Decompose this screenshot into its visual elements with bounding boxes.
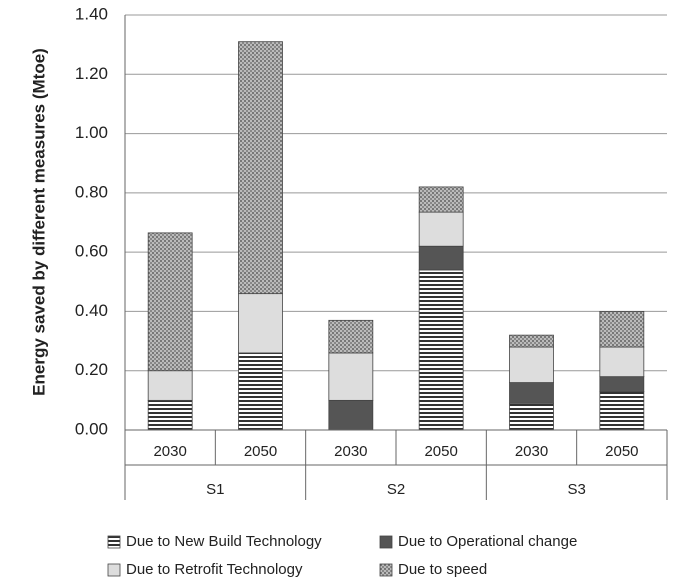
bar-segment: [147, 370, 193, 401]
y-tick-label: 1.20: [75, 64, 108, 83]
bar-segment: [328, 352, 374, 401]
group-label: S1: [206, 481, 224, 498]
bar-segment: [418, 269, 464, 431]
bar-segment: [238, 41, 283, 295]
bar-segment: [147, 232, 193, 372]
y-tick-label: 1.40: [75, 4, 108, 23]
legend-label: Due to Operational change: [398, 533, 577, 550]
y-tick-label: 1.00: [75, 123, 108, 142]
legend-swatch: [379, 535, 393, 549]
bar-segment: [599, 391, 645, 431]
y-axis-title: Energy saved by different measures (Mtoe…: [29, 48, 48, 396]
legend-swatch: [379, 563, 393, 577]
legend-label: Due to Retrofit Technology: [126, 561, 303, 578]
x-tick-label: 2030: [334, 443, 367, 460]
bar-segment: [238, 352, 283, 431]
bar-segment: [238, 293, 283, 354]
bar-segment: [418, 211, 464, 247]
x-tick-label: 2050: [424, 443, 457, 460]
y-tick-label: 0.00: [75, 419, 108, 438]
x-tick-label: 2050: [244, 443, 277, 460]
bar-segment: [509, 382, 554, 404]
group-label: S2: [387, 481, 405, 498]
bar-segment: [509, 346, 554, 383]
bar-segment: [599, 346, 645, 378]
bar-segment: [599, 376, 645, 392]
bar-segment: [509, 334, 554, 348]
bar-segment: [509, 402, 554, 431]
group-label: S3: [567, 481, 585, 498]
y-tick-label: 0.80: [75, 182, 108, 201]
legend-swatch: [107, 563, 121, 577]
y-tick-label: 0.20: [75, 360, 108, 379]
bar-segment: [599, 311, 645, 348]
x-tick-label: 2030: [515, 443, 548, 460]
bar-segment: [418, 245, 464, 271]
legend-label: Due to speed: [398, 561, 487, 578]
legend-label: Due to New Build Technology: [126, 533, 322, 550]
x-tick-label: 2050: [605, 443, 638, 460]
bar-segment: [328, 399, 374, 431]
x-tick-label: 2030: [153, 443, 186, 460]
bar-segment: [418, 186, 464, 213]
legend-swatch: [107, 535, 121, 549]
bar-segment: [328, 319, 374, 354]
bar-segment: [147, 399, 193, 431]
y-tick-label: 0.60: [75, 242, 108, 261]
y-tick-label: 0.40: [75, 301, 108, 320]
